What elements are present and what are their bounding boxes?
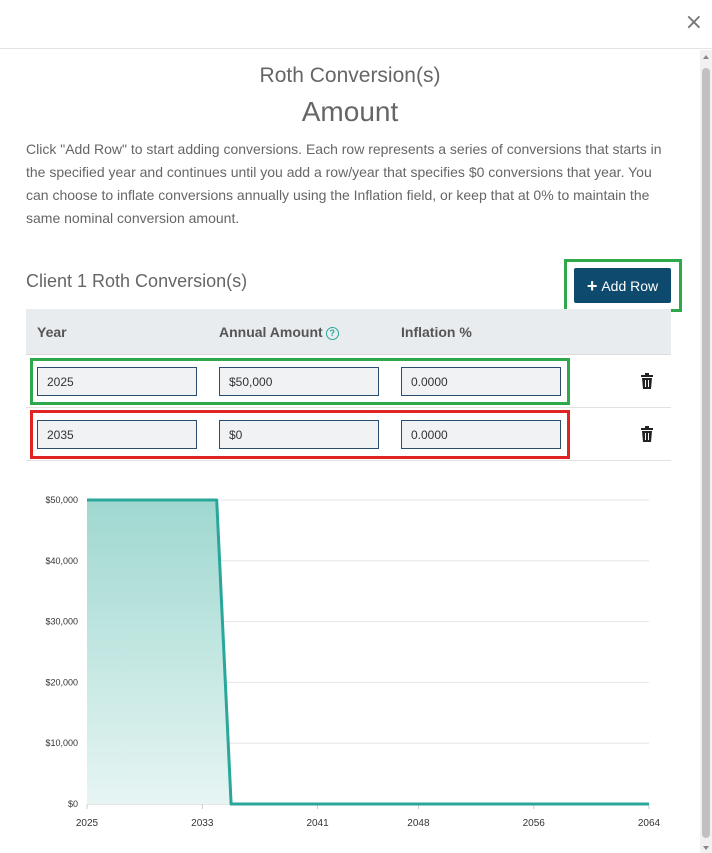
x-tick-label: 2041	[306, 818, 329, 829]
scroll-thumb[interactable]	[702, 68, 710, 838]
page-subtitle: Roth Conversion(s)	[259, 64, 441, 87]
year-input[interactable]	[37, 367, 197, 396]
x-tick-label: 2033	[191, 818, 214, 829]
plus-icon: +	[586, 275, 598, 296]
annual-amount-input[interactable]	[219, 420, 379, 449]
x-tick-label: 2048	[407, 818, 430, 829]
row-highlight-red	[30, 410, 570, 459]
trash-icon[interactable]	[640, 426, 654, 442]
x-tick-label: 2056	[523, 818, 546, 829]
y-tick-label: $30,000	[45, 617, 78, 627]
column-header-label: Annual Amount	[219, 324, 323, 340]
close-icon[interactable]: ×	[684, 10, 703, 35]
scroll-up-arrow[interactable]	[703, 55, 709, 59]
row-highlight-green	[30, 358, 570, 405]
modal-body: Roth Conversion(s) Amount Click "Add Row…	[0, 50, 700, 853]
table-row	[26, 355, 671, 408]
x-tick-label: 2064	[638, 818, 661, 829]
scroll-down-arrow[interactable]	[703, 846, 709, 850]
conversion-chart: $0 $10,000 $20,000 $30,000 $40,000 $50,000 202…	[45, 495, 661, 829]
y-tick-label: $10,000	[45, 738, 78, 748]
series-area	[87, 500, 649, 804]
add-row-label: Add Row	[601, 277, 659, 294]
y-tick-label: $20,000	[45, 677, 78, 687]
y-tick-label: $0	[68, 799, 78, 809]
y-tick-label: $40,000	[45, 556, 78, 566]
y-tick-label: $50,000	[45, 495, 78, 505]
series-line	[87, 498, 649, 806]
page-title: Amount	[301, 96, 399, 127]
instructions-text: Click "Add Row" to start adding conversi…	[26, 141, 662, 226]
annual-amount-input[interactable]	[219, 367, 379, 396]
help-icon[interactable]: ?	[325, 327, 339, 340]
inflation-input[interactable]	[401, 420, 561, 449]
add-row-button[interactable]: + Add Row	[574, 268, 671, 303]
table-header: Year Annual Amount? Inflation %	[26, 309, 671, 355]
column-header-annual-amount: Annual Amount?	[219, 324, 339, 340]
scrollbar[interactable]	[700, 50, 712, 853]
trash-icon[interactable]	[640, 373, 654, 389]
inflation-input[interactable]	[401, 367, 561, 396]
column-header-year: Year	[37, 324, 67, 340]
x-tick-label: 2025	[76, 818, 99, 829]
section-title: Client 1 Roth Conversion(s)	[26, 271, 248, 291]
year-input[interactable]	[37, 420, 197, 449]
modal-header: ×	[0, 0, 712, 49]
table-row	[26, 408, 671, 461]
column-header-inflation: Inflation %	[401, 324, 472, 340]
